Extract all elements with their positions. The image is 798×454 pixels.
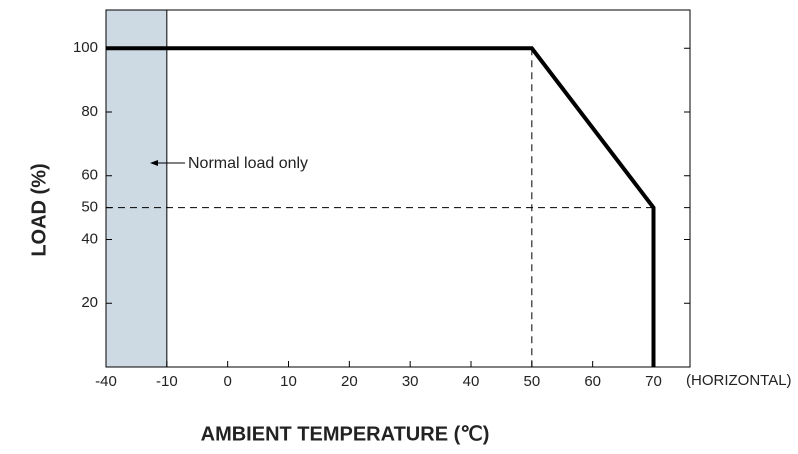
x-tick-label: 0	[223, 373, 231, 390]
x-tick-label: -40	[95, 373, 117, 390]
derating-line	[106, 46, 656, 367]
shaded-region	[106, 10, 167, 367]
x-tick-label: 30	[402, 373, 419, 390]
y-tick-label: 80	[81, 103, 98, 120]
x-axis-title: AMBIENT TEMPERATURE (℃)	[201, 423, 490, 445]
annotation: Normal load only	[188, 155, 308, 172]
y-tick-label: 50	[81, 199, 98, 216]
x-tick-label: 10	[280, 373, 297, 390]
x-tick-label: 40	[463, 373, 480, 390]
x-tick-label: 70	[645, 373, 662, 390]
x-tick-label: 20	[341, 373, 358, 390]
plot-frame	[105, 9, 691, 368]
y-tick-label: 100	[73, 39, 98, 56]
y-tick-label: 40	[81, 230, 98, 247]
y-tick-label: 60	[81, 167, 98, 184]
x-tick-label: 50	[523, 373, 540, 390]
arrow-head	[150, 160, 158, 166]
y-axis-title: LOAD (%)	[28, 163, 50, 256]
x-tick-label: -10	[156, 373, 178, 390]
x-tick-label: 60	[584, 373, 601, 390]
x-axis-note: (HORIZONTAL)	[686, 372, 792, 389]
y-tick-label: 20	[81, 294, 98, 311]
